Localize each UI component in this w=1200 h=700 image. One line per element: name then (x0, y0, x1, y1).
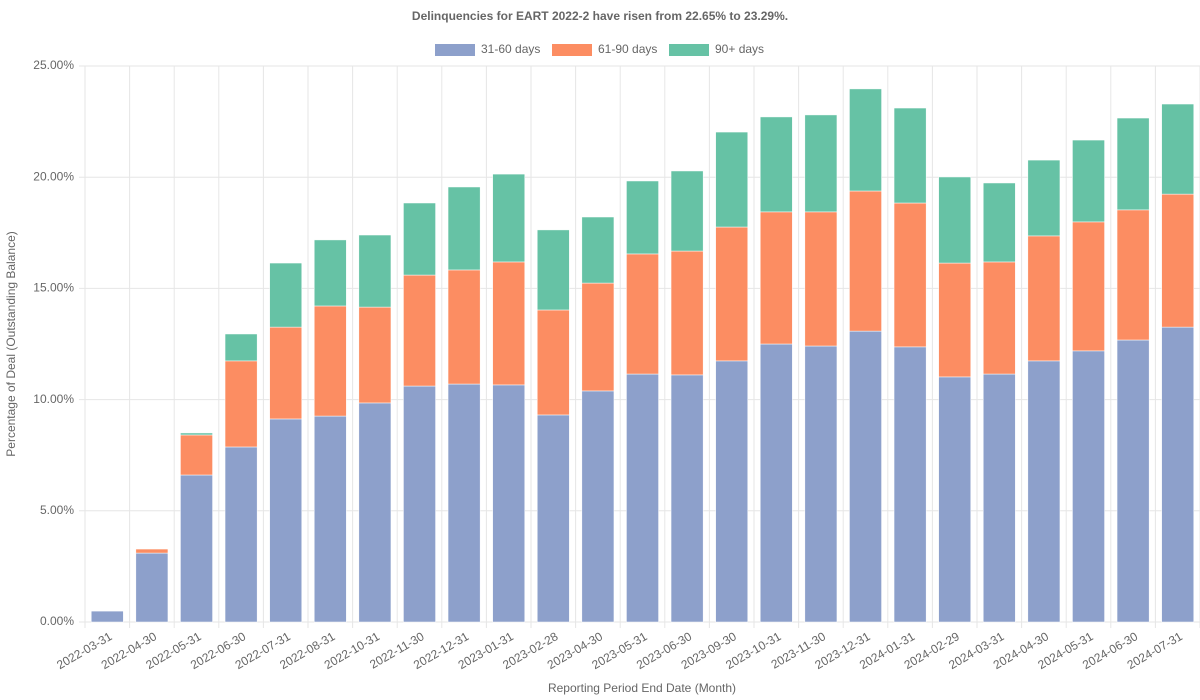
bar-segment (180, 432, 213, 436)
bar-segment (224, 360, 258, 448)
bar-segment (269, 262, 303, 328)
bar-segment (982, 373, 1016, 623)
y-tick-label: 10.00% (33, 392, 74, 406)
bar-segment (849, 190, 882, 332)
legend-swatch (669, 44, 709, 56)
y-tick-label: 25.00% (33, 58, 74, 72)
bar-segment (536, 309, 570, 416)
bar-segment (581, 282, 615, 392)
y-tick-label: 5.00% (40, 503, 74, 517)
bar-segment (804, 114, 838, 213)
bar-segment (581, 216, 615, 284)
bar-segment (581, 390, 615, 623)
bar-segment (804, 211, 838, 347)
bar-segment (1161, 326, 1195, 623)
y-tick-label: 20.00% (33, 169, 74, 183)
legend-swatch (435, 44, 475, 56)
bar-segment (938, 262, 972, 378)
bar-segment (492, 261, 526, 386)
x-axis-title: Reporting Period End Date (Month) (548, 681, 736, 695)
bar-segment (1027, 235, 1061, 362)
bar-segment (670, 374, 704, 623)
bar-segment (982, 182, 1016, 263)
bar-segment (492, 384, 526, 623)
bar-segment (403, 274, 436, 387)
bar-segment (447, 269, 481, 385)
bar-segment (1072, 221, 1105, 352)
bar-segment (759, 116, 793, 213)
bar-segment (1027, 159, 1061, 237)
bar-segment (849, 88, 882, 192)
bar-segment (180, 474, 213, 623)
bar-segment (403, 385, 436, 623)
bar-segment (358, 306, 392, 404)
bar-segment (759, 343, 793, 623)
bar-segment (626, 253, 659, 375)
bar-segment (447, 186, 481, 271)
bar-segment (1161, 103, 1195, 195)
bar-segment (1072, 350, 1105, 623)
bar-segment (938, 376, 972, 623)
bar-segment (358, 234, 392, 308)
bar-segment (670, 170, 704, 252)
bar-segment (849, 330, 882, 623)
bar-segment (313, 239, 347, 307)
bar-segment (938, 176, 972, 264)
bar-segment (447, 383, 481, 623)
bar-segment (269, 326, 303, 420)
bar-segment (715, 131, 749, 228)
bar-segment (269, 418, 303, 623)
bar-segment (1116, 209, 1150, 341)
bar-segment (90, 610, 124, 623)
bar-segment (759, 211, 793, 345)
bar-segment (536, 229, 570, 311)
bar-segment (1072, 139, 1105, 223)
bar-segment (313, 305, 347, 417)
bar-segment (224, 446, 258, 623)
bar-segment (224, 333, 258, 362)
bar-segment (893, 107, 927, 204)
legend-label: 61-90 days (598, 42, 657, 56)
bar-segment (893, 202, 927, 348)
bar-segment (715, 226, 749, 362)
bar-segment (313, 415, 347, 623)
bar-segment (135, 548, 169, 554)
bar-segment (715, 360, 749, 623)
bar-segment (893, 346, 927, 623)
bar-segment (135, 552, 169, 623)
legend-label: 90+ days (715, 42, 764, 56)
bar-segment (492, 173, 526, 263)
bar-segment (804, 345, 838, 623)
bar-segment (536, 414, 570, 623)
bar-segment (180, 434, 213, 476)
bar-segment (670, 250, 704, 376)
bar-segment (1161, 193, 1195, 328)
legend-label: 31-60 days (481, 42, 540, 56)
y-axis-title: Percentage of Deal (Outstanding Balance) (4, 231, 18, 456)
y-tick-label: 15.00% (33, 281, 74, 295)
bar-segment (1027, 360, 1061, 623)
bar-segment (1116, 339, 1150, 623)
chart-title: Delinquencies for EART 2022-2 have risen… (412, 9, 788, 23)
bar-segment (403, 202, 436, 276)
legend-swatch (552, 44, 592, 56)
bar-segment (626, 180, 659, 255)
bar-segment (982, 261, 1016, 375)
bar-segment (1116, 117, 1150, 211)
bar-segment (626, 373, 659, 623)
y-tick-label: 0.00% (40, 614, 74, 628)
bar-segment (358, 402, 392, 623)
